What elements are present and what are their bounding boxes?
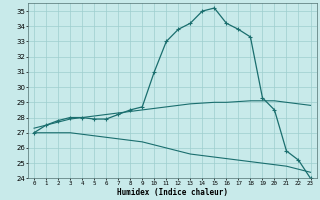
- X-axis label: Humidex (Indice chaleur): Humidex (Indice chaleur): [117, 188, 228, 197]
